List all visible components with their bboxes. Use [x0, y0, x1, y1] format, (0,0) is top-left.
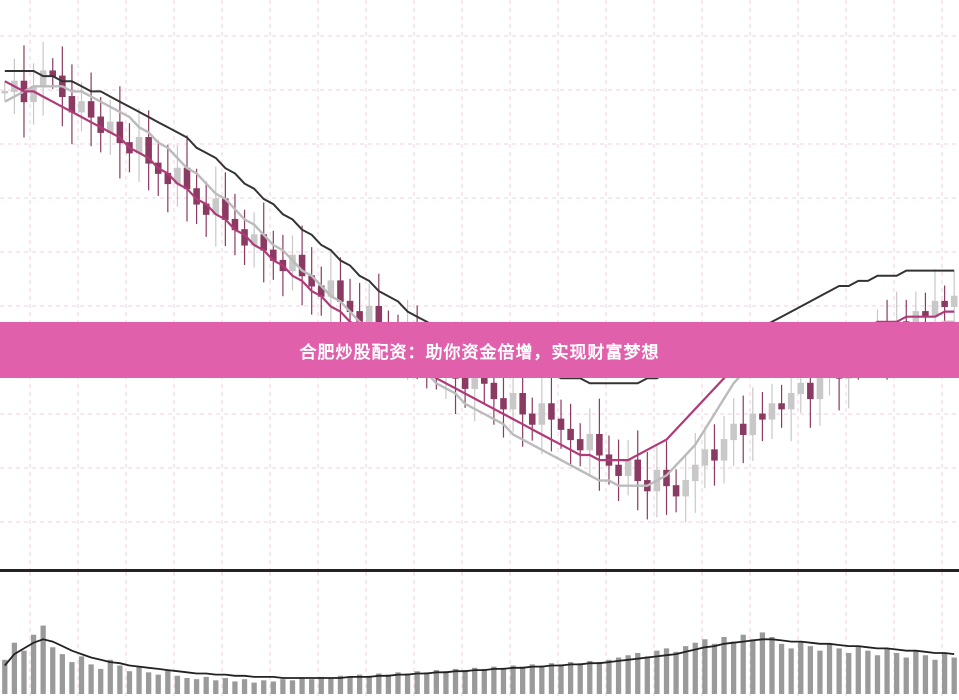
price-chart-panel — [0, 0, 959, 572]
price-chart-svg — [0, 0, 959, 572]
volume-chart-panel — [0, 572, 959, 700]
volume-bar-series — [2, 625, 957, 694]
promo-banner-text: 合肥炒股配资：助你资金倍增，实现财富梦想 — [299, 342, 660, 363]
promo-banner: 合肥炒股配资：助你资金倍增，实现财富梦想 — [0, 322, 959, 378]
volume-chart-svg — [0, 572, 959, 700]
price-chart-background — [0, 0, 959, 572]
volume-chart-background — [0, 572, 959, 700]
volume-ma-line — [4, 638, 955, 679]
volume-gridlines — [29, 572, 943, 700]
panel-separator — [0, 569, 959, 572]
